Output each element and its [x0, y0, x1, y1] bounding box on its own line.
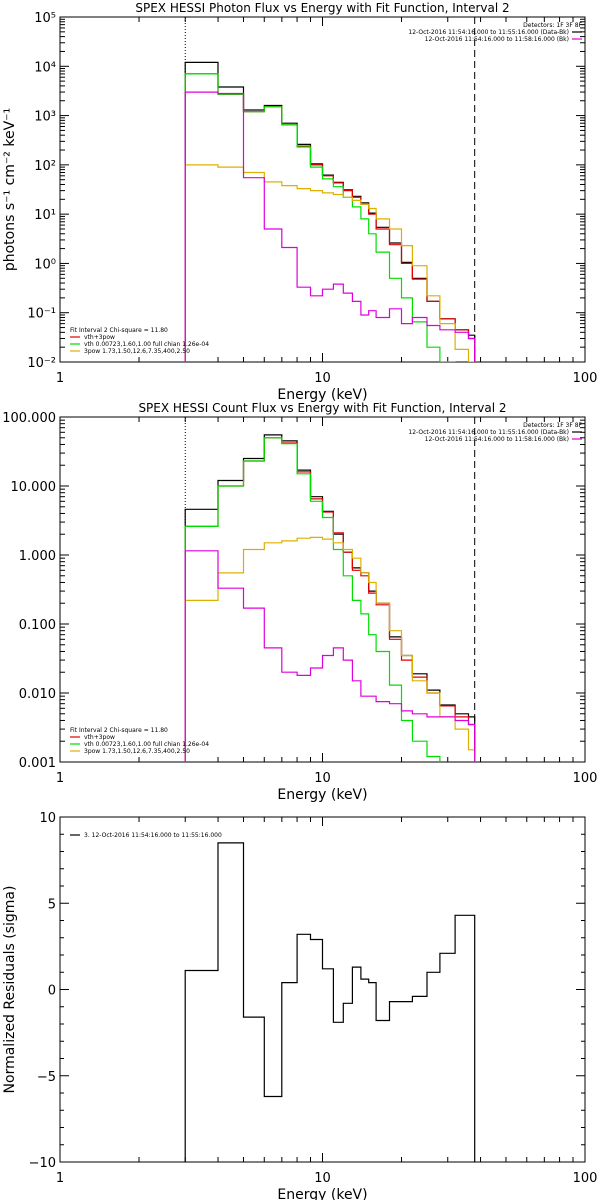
legend-left-label: vth 0.00723,1.60,1.00 full chian 1.26e-0… [84, 341, 209, 348]
y-axis: 10⁻² 10⁻¹ 10⁰ 10¹ 10² 10³ 10⁴ 10⁵ [27, 11, 585, 371]
legend-left-label: 3. 12-Oct-2016 11:54:16.000 to 11:55:16.… [84, 832, 222, 839]
plot-frame [59, 416, 586, 763]
series-model [184, 437, 476, 762]
series-observed [184, 434, 476, 762]
y-tick-label: 0.100 [19, 618, 56, 633]
series-group [184, 434, 476, 762]
x-axis-label: Energy (keV) [277, 1187, 367, 1200]
y-tick-label: 1.000 [19, 549, 56, 564]
x-axis: 1 10 100 [56, 417, 598, 786]
y-tick-label: −10 [29, 1156, 56, 1171]
series-group [184, 61, 476, 362]
x-tick-label: 100 [573, 1171, 598, 1186]
plot-frame [59, 816, 586, 1163]
series-powerlaw [184, 536, 476, 762]
legend-right-label: 12-Oct-2016 11:54:16.000 to 11:58:16.000… [425, 436, 569, 443]
series-group [184, 842, 476, 1162]
y-tick-label: 10⁰ [34, 257, 56, 272]
x-tick-label: 100 [573, 371, 598, 386]
legend-left-label: vth+3pow [84, 734, 115, 741]
chart-panel-2: SPEX HESSI Count Flux vs Energy with Fit… [2, 401, 597, 803]
y-tick-label: 10⁻¹ [27, 307, 56, 322]
detectors-label: Detectors: 1F 3F 8F [523, 422, 582, 429]
fit-header: Fit Interval 2 Chi-square = 11.80 [70, 727, 168, 734]
series-thermal [184, 437, 441, 762]
y-tick-label: 0.001 [19, 756, 56, 771]
chart-title: SPEX HESSI Photon Flux vs Energy with Fi… [135, 1, 509, 15]
series-observed [184, 842, 476, 1162]
y-tick-label: 10⁻² [27, 356, 56, 371]
y-tick-label: 5 [48, 897, 56, 912]
x-axis: 1 10 100 [56, 817, 598, 1186]
x-tick-label: 10 [314, 371, 331, 386]
x-tick-label: 1 [56, 371, 64, 386]
series-model [184, 73, 476, 362]
legend-left-label: vth 0.00723,1.60,1.00 full chian 1.26e-0… [84, 741, 209, 748]
y-axis: 0.001 0.010 0.100 1.000 10.000 100.000 [2, 411, 585, 771]
chart-title: SPEX HESSI Count Flux vs Energy with Fit… [138, 401, 506, 415]
x-tick-label: 1 [56, 771, 64, 786]
plot-frame [59, 16, 586, 363]
y-axis: −10 −5 0 5 10 [29, 811, 585, 1171]
y-tick-label: 10⁵ [34, 11, 56, 26]
x-axis-label: Energy (keV) [277, 387, 367, 403]
y-tick-label: 10 [39, 811, 56, 826]
x-tick-label: 1 [56, 1171, 64, 1186]
y-tick-label: −5 [37, 1070, 56, 1085]
legend-left-label: vth+3pow [84, 334, 115, 341]
x-tick-label: 10 [314, 771, 331, 786]
series-background [184, 550, 476, 762]
y-tick-label: 0 [48, 984, 56, 999]
y-tick-label: 100.000 [2, 411, 56, 426]
legend-right-label: 12-Oct-2016 11:54:16.000 to 11:55:16.000… [408, 429, 569, 436]
x-axis-label: Energy (keV) [277, 787, 367, 803]
series-thermal [184, 73, 456, 362]
legend-right-label: 12-Oct-2016 11:54:16.000 to 11:58:16.000… [425, 36, 569, 43]
y-axis-label: Normalized Residuals (sigma) [2, 886, 18, 1094]
x-tick-label: 100 [573, 771, 598, 786]
legend-left-label: 3pow 1.73,1.50,12.6,7.35,400,2.50 [84, 748, 190, 755]
y-tick-label: 10⁴ [34, 60, 56, 75]
y-tick-label: 10¹ [34, 208, 56, 223]
y-tick-label: 10.000 [11, 480, 57, 495]
series-observed [184, 61, 476, 362]
series-powerlaw [184, 164, 476, 362]
legend-left-label: 3pow 1.73,1.50,12.6,7.35,400,2.50 [84, 348, 190, 355]
y-tick-label: 0.010 [19, 687, 56, 702]
series-background [184, 91, 476, 362]
x-tick-label: 10 [314, 1171, 331, 1186]
y-tick-label: 10² [34, 159, 56, 174]
y-axis-label: photons s⁻¹ cm⁻² keV⁻¹ [2, 108, 18, 271]
detectors-label: Detectors: 1F 3F 8F [523, 22, 582, 29]
fit-header: Fit Interval 2 Chi-square = 11.80 [70, 327, 168, 334]
chart-panel-3: 1 10 100 Energy (keV) −10 −5 0 5 10 Normalized Re… [2, 811, 597, 1200]
legend-right-label: 12-Oct-2016 11:54:16.000 to 11:55:16.000… [408, 29, 569, 36]
y-tick-label: 10³ [34, 110, 56, 125]
chart-panel-1: SPEX HESSI Photon Flux vs Energy with Fi… [2, 1, 597, 403]
